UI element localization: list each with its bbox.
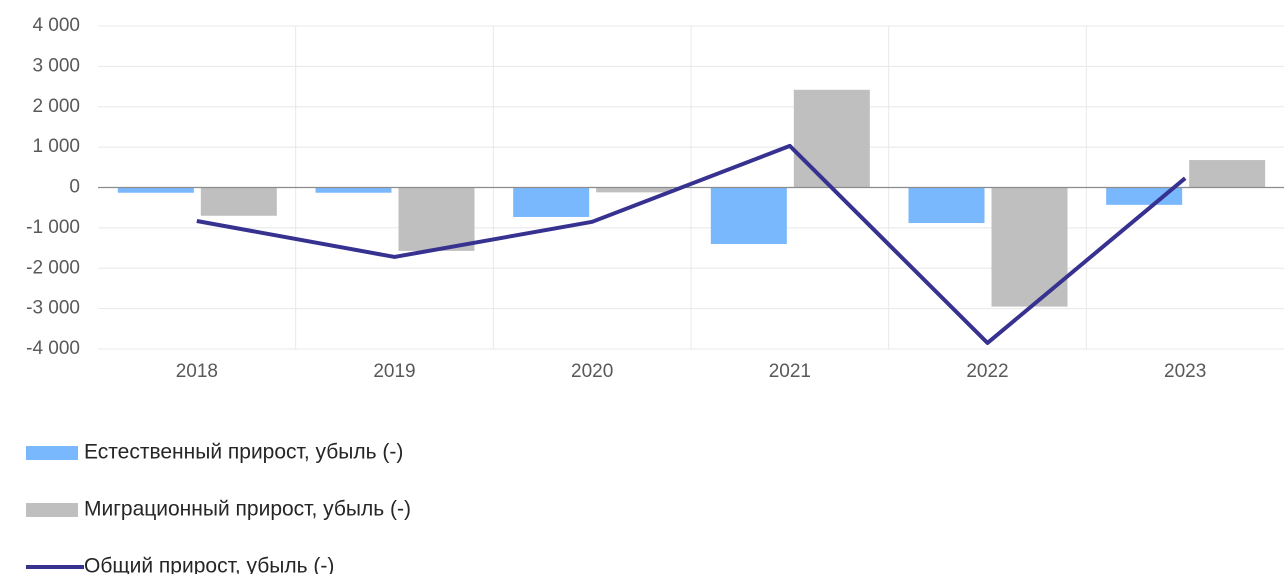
x-tick-label: 2019 [373, 361, 415, 382]
bar [793, 89, 870, 188]
x-tick-label: 2018 [176, 361, 218, 382]
y-tick-label: -3 000 [26, 298, 80, 319]
bar [513, 187, 590, 217]
x-tick-label: 2022 [966, 361, 1008, 382]
legend-label: Общий прирост, убыль (-) [84, 555, 334, 574]
bar [200, 187, 277, 216]
bar [991, 187, 1068, 307]
x-tick-label: 2023 [1164, 361, 1206, 382]
bar [596, 187, 673, 193]
line [196, 143, 1187, 345]
bar [315, 187, 392, 193]
bar [398, 187, 475, 251]
y-tick-label: -4 000 [26, 338, 80, 359]
y-tick-label: -1 000 [26, 217, 80, 238]
bar [117, 187, 194, 193]
bar [1189, 160, 1266, 188]
bar [908, 187, 985, 224]
x-tick-label: 2021 [769, 361, 811, 382]
y-tick-label: 1 000 [32, 136, 80, 157]
y-tick-label: 3 000 [32, 55, 80, 76]
y-tick-label: 0 [69, 177, 80, 198]
x-tick-label: 2020 [571, 361, 613, 382]
bar [1106, 187, 1183, 205]
legend-swatch [26, 446, 78, 460]
y-tick-label: 2 000 [32, 96, 80, 117]
legend-swatch [26, 503, 78, 517]
legend-label: Миграционный прирост, убыль (-) [84, 498, 411, 521]
legend-label: Естественный прирост, убыль (-) [84, 441, 403, 464]
y-tick-label: -2 000 [26, 257, 80, 278]
bar [710, 187, 787, 245]
y-tick-label: 4 000 [32, 15, 80, 36]
